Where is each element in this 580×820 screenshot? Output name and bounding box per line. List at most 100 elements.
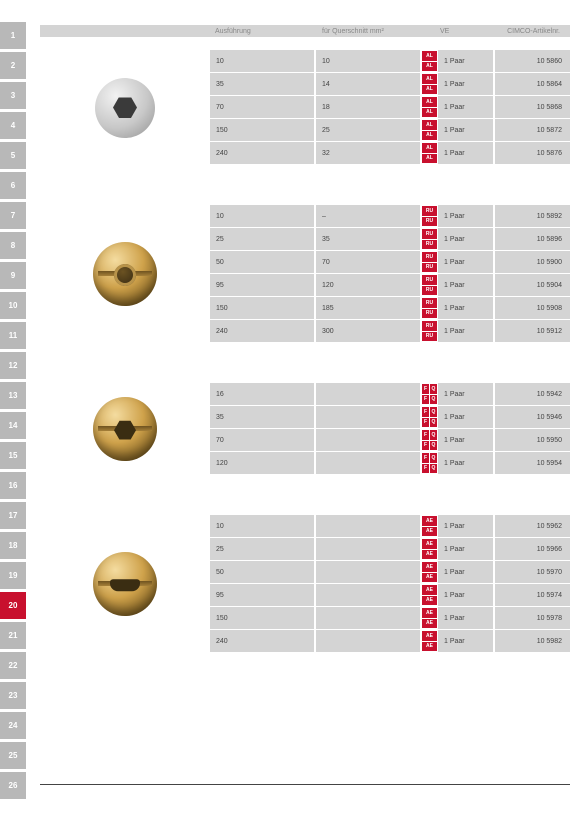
page-tab-15[interactable]: 15 (0, 442, 26, 469)
cell-artikelnr: 10 5982 (495, 630, 570, 652)
cell-artikelnr: 10 5864 (495, 73, 570, 95)
page-tab-3[interactable]: 3 (0, 82, 26, 109)
badge-group: RURU (422, 297, 437, 319)
badge: F (422, 384, 429, 394)
table-column: 10–RURU1 Paar10 58922535RURU1 Paar10 589… (210, 205, 570, 343)
page-tab-12[interactable]: 12 (0, 352, 26, 379)
badge-group: ALAL (422, 119, 437, 141)
table-row: 16FFQQ1 Paar10 5942 (210, 383, 570, 405)
table-row: 25AEAE1 Paar10 5966 (210, 538, 570, 560)
page-tab-4[interactable]: 4 (0, 112, 26, 139)
cell-artikelnr: 10 5900 (495, 251, 570, 273)
cell-ausfuehrung: 25 (210, 538, 314, 560)
page-tab-11[interactable]: 11 (0, 322, 26, 349)
cell-artikelnr: 10 5868 (495, 96, 570, 118)
cell-ausfuehrung: 95 (210, 584, 314, 606)
cell-ausfuehrung: 70 (210, 96, 314, 118)
badge: AE (422, 539, 437, 549)
badge: Q (430, 441, 437, 451)
cell-ausfuehrung: 240 (210, 320, 314, 342)
cell-artikelnr: 10 5908 (495, 297, 570, 319)
page-tab-24[interactable]: 24 (0, 712, 26, 739)
cell-artikelnr: 10 5962 (495, 515, 570, 537)
page-tab-5[interactable]: 5 (0, 142, 26, 169)
cell-artikelnr: 10 5896 (495, 228, 570, 250)
page-tab-2[interactable]: 2 (0, 52, 26, 79)
badge: AE (422, 608, 437, 618)
section-brass-hex: 16FFQQ1 Paar10 594235FFQQ1 Paar10 594670… (40, 383, 570, 475)
badge-group: RURU (422, 274, 437, 296)
badge: AE (422, 562, 437, 572)
page-tab-18[interactable]: 18 (0, 532, 26, 559)
page-tab-7[interactable]: 7 (0, 202, 26, 229)
cell-ve: 1 Paar (438, 228, 493, 250)
cell-ve: 1 Paar (438, 584, 493, 606)
table-row: 3514ALAL1 Paar10 5864 (210, 73, 570, 95)
badge-group: FFQQ (422, 452, 437, 474)
table-header: Ausführung für Querschnitt mm² VE CIMCO-… (40, 25, 570, 37)
badge-group: RURU (422, 320, 437, 342)
section-brass-round: 10–RURU1 Paar10 58922535RURU1 Paar10 589… (40, 205, 570, 343)
cell-ve: 1 Paar (438, 406, 493, 428)
table-row: 15025ALAL1 Paar10 5872 (210, 119, 570, 141)
page-tabs: 1234567891011121314151617181920212223242… (0, 22, 26, 802)
cell-querschnitt (316, 383, 420, 405)
badge: RU (422, 252, 437, 262)
badge: RU (422, 240, 437, 250)
badge: Q (430, 384, 437, 394)
badge: AL (422, 51, 437, 61)
page-tab-21[interactable]: 21 (0, 622, 26, 649)
section-brass-slot: 10AEAE1 Paar10 596225AEAE1 Paar10 596650… (40, 515, 570, 653)
page-tab-10[interactable]: 10 (0, 292, 26, 319)
badge: RU (422, 275, 437, 285)
page-tab-8[interactable]: 8 (0, 232, 26, 259)
cell-ausfuehrung: 35 (210, 73, 314, 95)
page-tab-26[interactable]: 26 (0, 772, 26, 799)
page-tab-1[interactable]: 1 (0, 22, 26, 49)
page-tab-20[interactable]: 20 (0, 592, 26, 619)
badge: AE (422, 619, 437, 629)
table-column: 10AEAE1 Paar10 596225AEAE1 Paar10 596650… (210, 515, 570, 653)
cell-querschnitt (316, 515, 420, 537)
badge: AE (422, 642, 437, 652)
badge: Q (430, 430, 437, 440)
cell-querschnitt: 185 (316, 297, 420, 319)
badge-group: ALAL (422, 142, 437, 164)
page-tab-14[interactable]: 14 (0, 412, 26, 439)
badge: Q (430, 464, 437, 474)
cell-ausfuehrung: 240 (210, 142, 314, 164)
table-column: 1010ALAL1 Paar10 58603514ALAL1 Paar10 58… (210, 50, 570, 165)
page-tab-13[interactable]: 13 (0, 382, 26, 409)
cell-querschnitt: – (316, 205, 420, 227)
page-tab-19[interactable]: 19 (0, 562, 26, 589)
badge: F (422, 430, 429, 440)
table-row: 2535RURU1 Paar10 5896 (210, 228, 570, 250)
badge: AL (422, 85, 437, 95)
badge-group: AEAE (422, 515, 437, 537)
cell-ve: 1 Paar (438, 297, 493, 319)
cell-artikelnr: 10 5946 (495, 406, 570, 428)
page-tab-17[interactable]: 17 (0, 502, 26, 529)
cell-ve: 1 Paar (438, 538, 493, 560)
page-tab-16[interactable]: 16 (0, 472, 26, 499)
cell-artikelnr: 10 5904 (495, 274, 570, 296)
page-tab-6[interactable]: 6 (0, 172, 26, 199)
cell-ve: 1 Paar (438, 630, 493, 652)
page-tab-25[interactable]: 25 (0, 742, 26, 769)
badge: RU (422, 263, 437, 273)
cell-querschnitt: 70 (316, 251, 420, 273)
cell-ausfuehrung: 150 (210, 607, 314, 629)
cell-ausfuehrung: 10 (210, 205, 314, 227)
page-tab-9[interactable]: 9 (0, 262, 26, 289)
badge: AL (422, 62, 437, 72)
table-row: 1010ALAL1 Paar10 5860 (210, 50, 570, 72)
page-tab-23[interactable]: 23 (0, 682, 26, 709)
badge: RU (422, 286, 437, 296)
cell-ausfuehrung: 10 (210, 515, 314, 537)
cell-ve: 1 Paar (438, 383, 493, 405)
page-tab-22[interactable]: 22 (0, 652, 26, 679)
badge: Q (430, 407, 437, 417)
cell-querschnitt: 25 (316, 119, 420, 141)
header-artikel: CIMCO-Artikelnr. (507, 28, 560, 35)
badge: AE (422, 596, 437, 606)
